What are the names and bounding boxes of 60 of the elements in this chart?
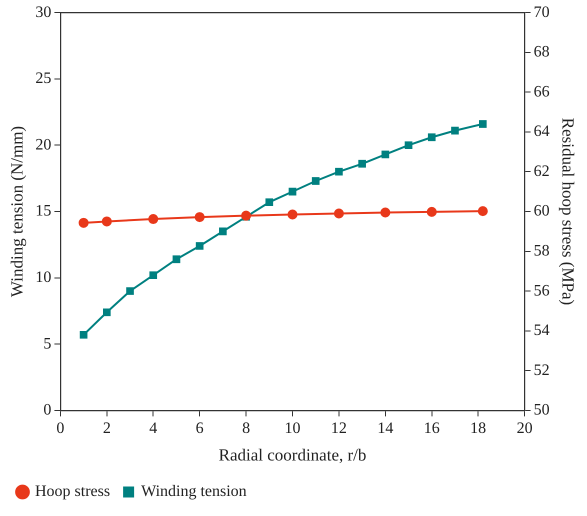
legend-label: Winding tension	[141, 483, 247, 500]
y-tick-label: 25	[35, 70, 52, 88]
point	[428, 133, 436, 142]
y2-tick-label: 52	[534, 362, 550, 379]
point	[219, 228, 227, 236]
y2-tick-label: 68	[534, 44, 550, 61]
y2-tick-label: 60	[534, 202, 550, 220]
point	[149, 271, 158, 279]
x-tick-label: 2	[102, 420, 111, 438]
y-tick-label: 5	[43, 335, 52, 352]
legend-label: Hoop stress	[35, 483, 110, 500]
y2-tick-label: 58	[534, 242, 550, 260]
point	[478, 120, 487, 128]
y2-tick-label: 70	[534, 4, 550, 21]
point	[335, 168, 343, 176]
y-axis-title: Winding tension (N/mm)	[8, 126, 27, 298]
y2-tick-label: 66	[534, 83, 550, 100]
point	[288, 209, 298, 220]
x-tick-label: 16	[424, 420, 440, 438]
y2-tick-label: 50	[534, 402, 550, 419]
x-tick-label: 0	[56, 420, 64, 438]
point	[194, 212, 205, 222]
x-tick-label: 6	[196, 420, 204, 438]
point	[426, 206, 437, 217]
y2-tick-label: 56	[534, 282, 550, 300]
x-tick-label: 8	[242, 420, 250, 438]
y-tick-label: 10	[35, 269, 52, 286]
point	[288, 188, 296, 196]
y-tick-label: 30	[35, 4, 52, 21]
point	[265, 198, 274, 206]
point	[404, 141, 412, 150]
x-tick-label: 4	[149, 420, 158, 438]
x-tick-label: 20	[516, 420, 533, 438]
point	[334, 208, 344, 218]
point	[312, 177, 320, 185]
x-tick-label: 10	[284, 420, 300, 438]
point	[451, 126, 459, 134]
point	[196, 242, 204, 250]
point	[172, 255, 180, 264]
x-tick-label: 18	[470, 420, 486, 438]
x-tick-label: 14	[377, 420, 394, 438]
point	[358, 160, 366, 168]
y2-tick-label: 64	[534, 123, 550, 140]
y2-tick-label: 62	[534, 162, 550, 180]
point	[382, 150, 390, 158]
y-tick-label: 0	[43, 402, 52, 419]
point	[102, 216, 112, 226]
point	[78, 218, 89, 228]
point	[478, 206, 488, 216]
point	[380, 207, 390, 218]
y-tick-label: 20	[35, 136, 52, 154]
point	[126, 287, 134, 295]
x-axis-title: Radial coordinate, r/b	[218, 445, 366, 464]
point	[148, 214, 158, 224]
y2-axis-title: Residual hoop stress (MPa)	[558, 118, 578, 306]
x-tick-label: 12	[330, 420, 347, 438]
point	[80, 330, 88, 339]
point	[102, 308, 111, 316]
y-tick-label: 15	[35, 202, 52, 220]
y2-tick-label: 54	[534, 322, 550, 340]
